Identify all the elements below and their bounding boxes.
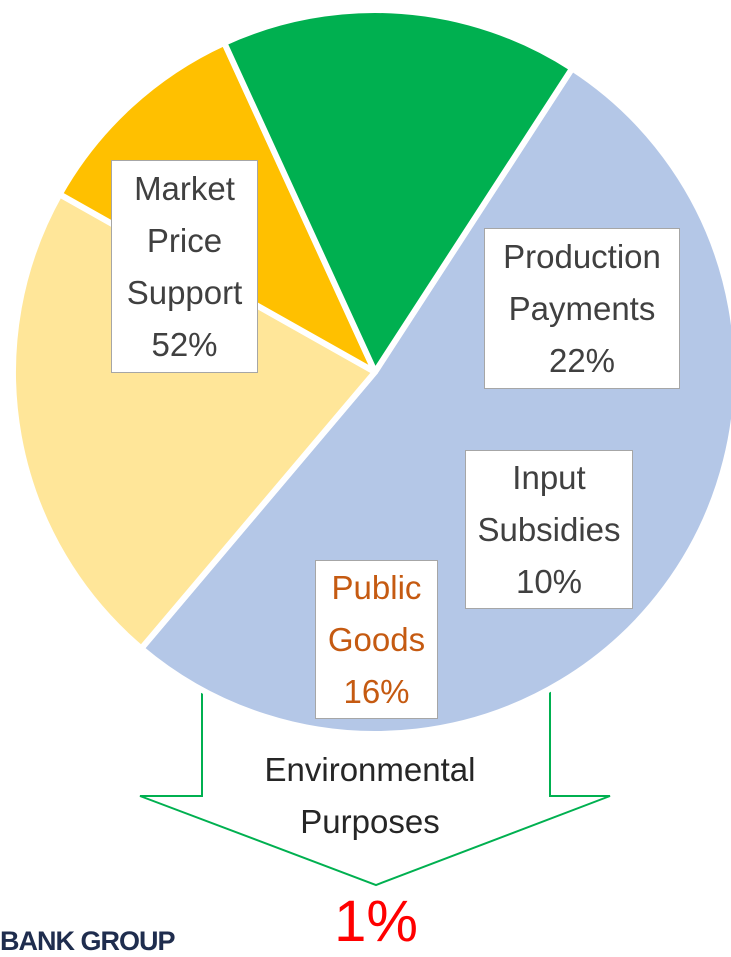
- slice-value: 10%: [515, 562, 583, 600]
- label-box: Input Subsidies 10%: [465, 450, 633, 609]
- pie-slice: [10, 191, 378, 652]
- slice-value: 16%: [343, 672, 410, 710]
- slice-label: Production Payments: [503, 237, 661, 327]
- label-box: Public Goods 16%: [315, 560, 438, 719]
- label-box: Market Price Support 52%: [111, 160, 258, 373]
- label-box: Production Payments 22%: [484, 228, 680, 389]
- slice-label: Public Goods: [327, 568, 426, 658]
- slice-value: 22%: [548, 341, 616, 379]
- annotation-value: 1%: [334, 889, 418, 954]
- arrow: [139, 679, 611, 887]
- logo: BANK GROUP: [0, 926, 176, 956]
- slice-label: Market Price Support: [126, 169, 243, 311]
- pie-slice: [221, 7, 576, 375]
- slice-label: Input Subsidies: [477, 458, 621, 548]
- slice-value: 52%: [151, 325, 218, 363]
- annotation-label: Environmental Purposes: [264, 751, 476, 840]
